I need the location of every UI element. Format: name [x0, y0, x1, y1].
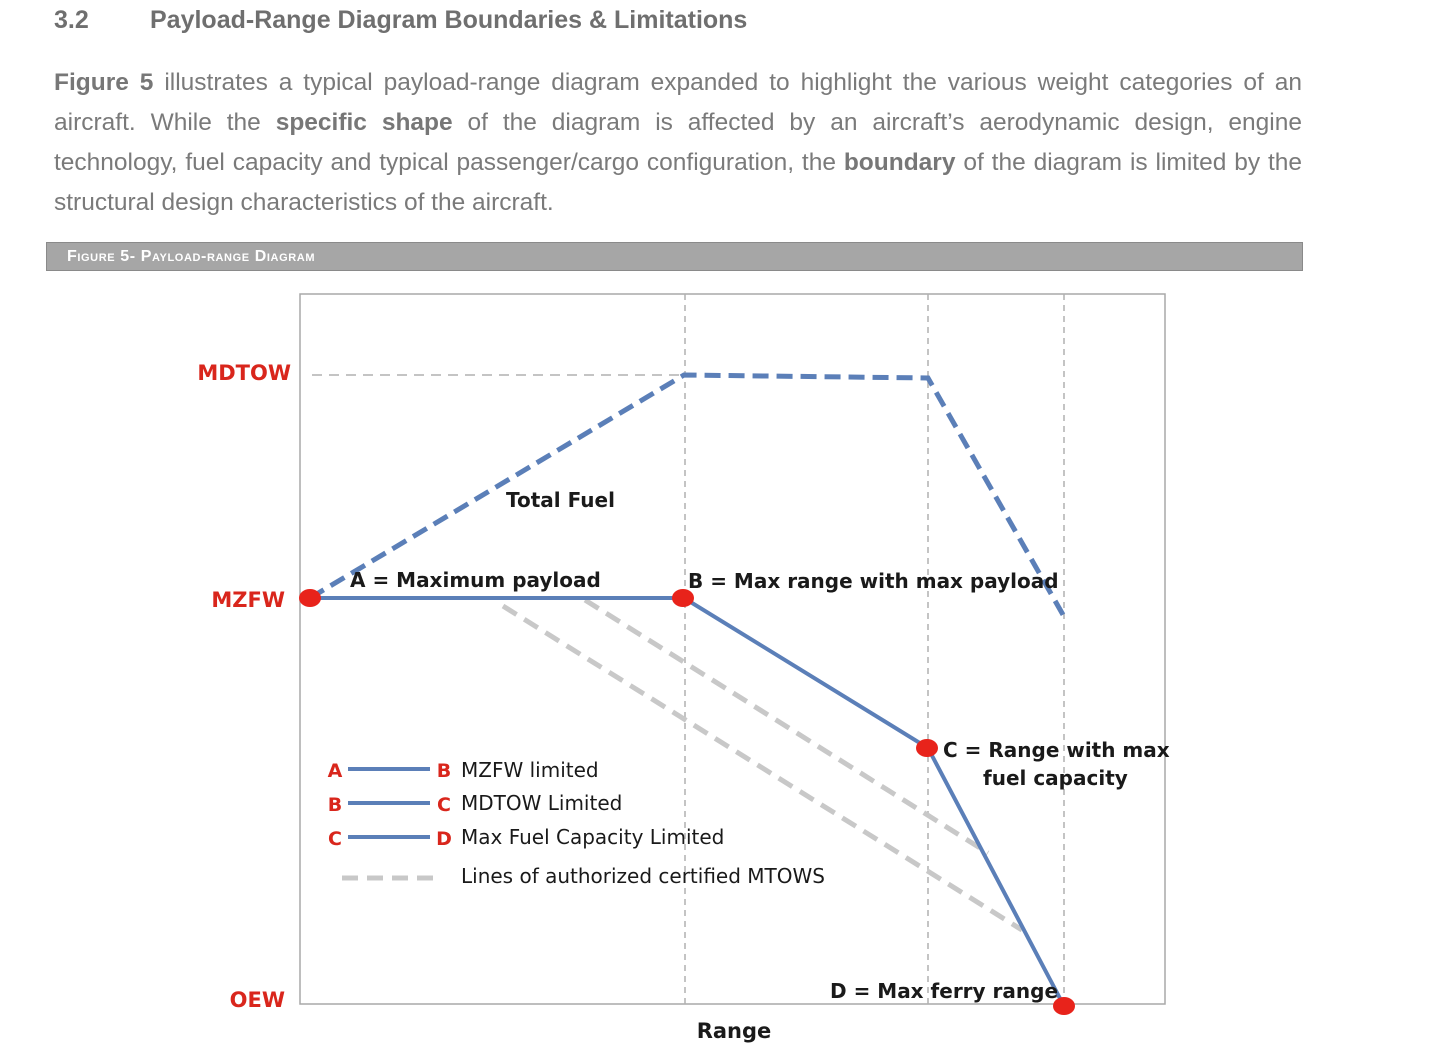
figure-caption: Figure 5- Payload-range Diagram: [67, 248, 316, 265]
paragraph-text: of the diagram is affected by an aircraf…: [54, 109, 1302, 176]
label-mzfw: MZFW: [211, 588, 285, 612]
paragraph-bold-specific-shape: specific shape: [275, 109, 453, 136]
mtow-line-1: [501, 603, 1024, 933]
legend-text-max-fuel: Max Fuel Capacity Limited: [461, 825, 724, 849]
point-c: [916, 739, 938, 757]
label-point-c-line1: C = Range with max: [943, 738, 1170, 762]
section-number: 3.2: [54, 6, 89, 34]
label-range: Range: [697, 1019, 772, 1043]
diagram-frame: [299, 293, 1166, 1005]
legend-text-mdtow-limited: MDTOW Limited: [461, 791, 622, 815]
paragraph-text: illustrates a typical payload-range diag…: [54, 69, 1302, 136]
paragraph-bold-boundary: boundary: [843, 149, 956, 176]
label-mdtow: MDTOW: [197, 361, 291, 385]
legend: A B MZFW limited B C MDTOW Limited C D M…: [328, 758, 825, 888]
paragraph-text: of the diagram is limited by the structu…: [54, 149, 1303, 216]
label-point-a: A = Maximum payload: [350, 568, 601, 592]
point-d: [1053, 997, 1075, 1015]
legend-to-d: D: [436, 828, 452, 850]
legend-from-c: C: [328, 828, 342, 850]
legend-to-b: B: [437, 760, 451, 782]
legend-to-c: C: [437, 794, 451, 816]
point-a: [299, 589, 321, 607]
legend-text-mzfw-limited: MZFW limited: [461, 758, 599, 782]
label-point-c-line2: fuel capacity: [983, 766, 1128, 790]
section-heading: 3.2 Payload-Range Diagram Boundaries & Li…: [54, 6, 747, 35]
boundary-line: [310, 596, 1066, 1007]
figure-caption-bar: Figure 5- Payload-range Diagram: [46, 242, 1303, 271]
point-b: [672, 589, 694, 607]
section-title: Payload-Range Diagram Boundaries & Limit…: [150, 6, 748, 34]
label-point-d: D = Max ferry range: [830, 979, 1058, 1003]
label-point-b: B = Max range with max payload: [688, 569, 1059, 593]
body-paragraph: Figure 5 illustrates a typical payload-r…: [54, 63, 1302, 223]
legend-text-mtows: Lines of authorized certified MTOWS: [461, 864, 825, 888]
total-fuel-line: [308, 372, 1069, 622]
label-oew: OEW: [230, 988, 285, 1012]
legend-from-b: B: [328, 794, 342, 816]
label-total-fuel: Total Fuel: [506, 488, 615, 512]
figure-reference: Figure 5: [54, 69, 154, 96]
mtow-line-2: [583, 597, 990, 856]
legend-from-a: A: [328, 760, 343, 782]
